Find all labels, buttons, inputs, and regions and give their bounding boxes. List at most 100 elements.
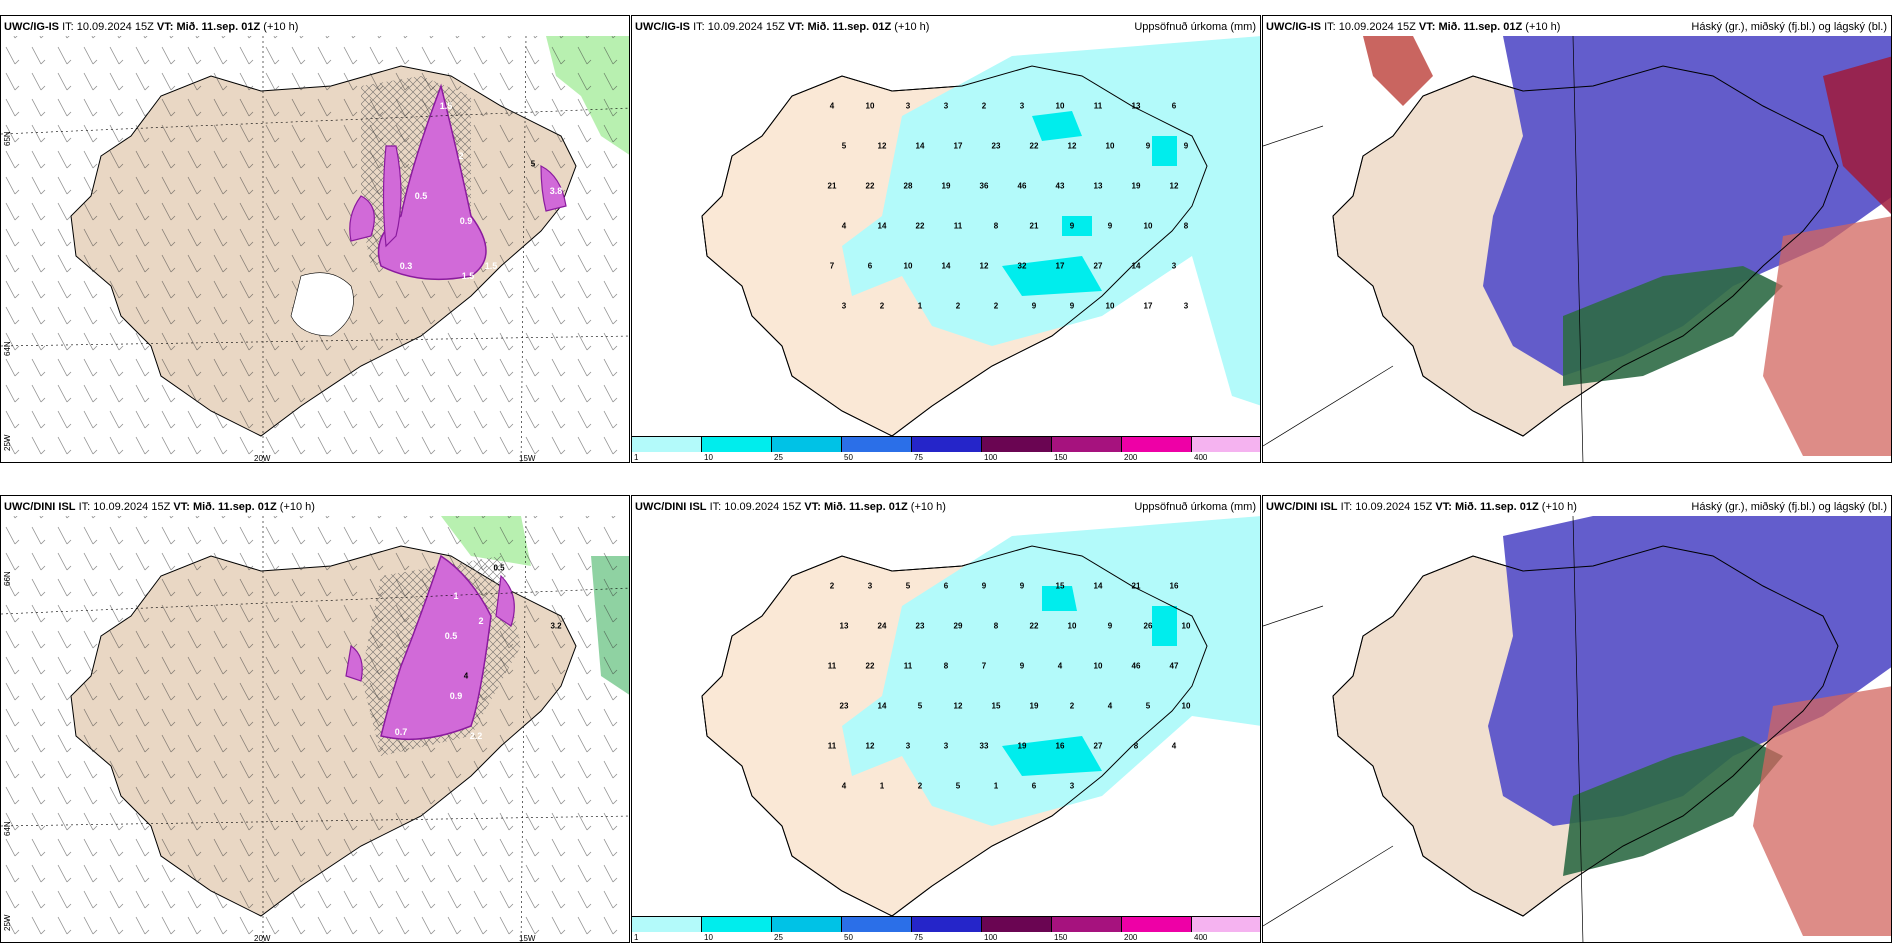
colorbar-swatch xyxy=(1192,916,1260,932)
precip-title: Uppsöfnuð úrkoma (mm) xyxy=(1134,21,1256,33)
precip-value: 2 xyxy=(829,581,835,591)
precip-value: 8 xyxy=(1133,741,1139,751)
precip-value: 11 xyxy=(827,661,837,671)
precip-value: 10 xyxy=(1067,621,1077,631)
precip-value: 27 xyxy=(1093,261,1103,271)
colorbar-tick: 75 xyxy=(914,933,923,942)
snow-value: 0.3 xyxy=(399,261,413,271)
precip-value: 26 xyxy=(1143,621,1153,631)
precip-value: 10 xyxy=(865,101,875,111)
precip-value: 2 xyxy=(993,301,999,311)
precip-value: 5 xyxy=(1145,701,1151,711)
precip-value: 6 xyxy=(1031,781,1037,791)
precip-value: 9 xyxy=(1107,221,1113,231)
snow-value: 0.5 xyxy=(493,563,505,573)
precip-panel-top: UWC/IG-IS IT: 10.09.2024 15Z VT: Mið. 11… xyxy=(631,15,1261,463)
precip-value: 19 xyxy=(941,181,951,191)
precip-value: 11 xyxy=(827,741,837,751)
snow-value: 2 xyxy=(458,151,464,161)
precip-value: 22 xyxy=(1029,141,1039,151)
precip-title: Uppsöfnuð úrkoma (mm) xyxy=(1134,501,1256,513)
precip-value: 19 xyxy=(1017,741,1027,751)
precip-value: 10 xyxy=(1105,141,1115,151)
precip-value: 28 xyxy=(903,181,913,191)
precip-value: 3 xyxy=(867,581,873,591)
colorbar-swatch xyxy=(1052,436,1122,452)
precip-value: 23 xyxy=(839,701,849,711)
colorbar-swatch xyxy=(632,916,702,932)
precip-value: 4 xyxy=(829,101,835,111)
precip-value: 12 xyxy=(979,261,989,271)
precip-value: 11 xyxy=(1093,101,1103,111)
colorbar-tick: 1 xyxy=(634,933,639,942)
precip-value: 22 xyxy=(915,221,925,231)
precip-value: 9 xyxy=(1183,141,1189,151)
precip-value: 9 xyxy=(1019,661,1025,671)
precip-value: 1 xyxy=(917,301,923,311)
lat-label: 64N xyxy=(3,341,12,356)
precip-value: 27 xyxy=(1093,741,1103,751)
precip-value: 6 xyxy=(943,581,949,591)
precip-value: 33 xyxy=(979,741,989,751)
snow-value: 1.5 xyxy=(439,101,453,111)
precip-value: 22 xyxy=(865,661,875,671)
precip-value: 4 xyxy=(1107,701,1113,711)
snow-value: 0.5 xyxy=(414,191,428,201)
precip-value: 5 xyxy=(955,781,961,791)
colorbar: 1 10 25 50 75 100 150 200 400 xyxy=(632,436,1260,462)
lat-label: 65N xyxy=(3,131,12,146)
precip-value: 8 xyxy=(1183,221,1189,231)
precip-value: 9 xyxy=(1019,581,1025,591)
precip-value: 5 xyxy=(917,701,923,711)
precip-value: 12 xyxy=(1169,181,1179,191)
precip-value: 12 xyxy=(877,141,887,151)
colorbar-tick: 10 xyxy=(704,453,713,462)
snow-value: 2.2 xyxy=(469,731,483,741)
precip-value: 19 xyxy=(1131,181,1141,191)
precip-value: 12 xyxy=(1067,141,1077,151)
precip-value: 12 xyxy=(953,701,963,711)
colorbar-tick: 50 xyxy=(844,933,853,942)
colorbar-tick: 150 xyxy=(1054,453,1068,462)
colorbar-swatch xyxy=(702,436,772,452)
precip-value: 1 xyxy=(993,781,999,791)
precip-value: 5 xyxy=(841,141,847,151)
snow-value: 5 xyxy=(530,159,536,169)
precip-value: 2 xyxy=(955,301,961,311)
precip-value: 2 xyxy=(879,301,885,311)
colorbar-tick: 150 xyxy=(1054,933,1068,942)
precip-value: 46 xyxy=(1131,661,1141,671)
colorbar-tick: 50 xyxy=(844,453,853,462)
precip-value: 8 xyxy=(993,221,999,231)
precip-value: 10 xyxy=(1143,221,1153,231)
colorbar-tick: 10 xyxy=(704,933,713,942)
snow-value: 0.7 xyxy=(394,727,408,737)
precip-value: 10 xyxy=(1055,101,1065,111)
precip-value: 14 xyxy=(1131,261,1141,271)
precip-value: 32 xyxy=(1017,261,1027,271)
colorbar-swatch xyxy=(1122,916,1192,932)
colorbar-tick: 200 xyxy=(1124,453,1138,462)
cloud-panel-top: UWC/IG-IS IT: 10.09.2024 15Z VT: Mið. 11… xyxy=(1262,15,1892,463)
lat-label: 66N xyxy=(3,571,12,586)
panel-title: UWC/IG-IS IT: 10.09.2024 15Z VT: Mið. 11… xyxy=(1266,21,1561,33)
colorbar-tick: 75 xyxy=(914,453,923,462)
cloud-title: Háský (gr.), miðský (fj.bl.) og lágský (… xyxy=(1691,21,1887,33)
colorbar: 1 10 25 50 75 100 150 200 400 xyxy=(632,916,1260,942)
precip-value: 10 xyxy=(1093,661,1103,671)
precip-value: 43 xyxy=(1055,181,1065,191)
wind-snow-panel-top: UWC/IG-IS IT: 10.09.2024 15Z VT: Mið. 11… xyxy=(0,15,630,463)
snow-value: 1 xyxy=(453,591,459,601)
precip-value: 19 xyxy=(1029,701,1039,711)
panel-title: UWC/DINI ISL IT: 10.09.2024 15Z VT: Mið.… xyxy=(635,501,946,513)
precip-value: 2 xyxy=(981,101,987,111)
precip-panel-bottom: UWC/DINI ISL IT: 10.09.2024 15Z VT: Mið.… xyxy=(631,495,1261,943)
precip-value: 6 xyxy=(867,261,873,271)
lat-label: 64N xyxy=(3,821,12,836)
precip-value: 46 xyxy=(1017,181,1027,191)
precip-value: 21 xyxy=(1131,581,1141,591)
precip-value: 13 xyxy=(839,621,849,631)
precip-value: 14 xyxy=(877,701,887,711)
precip-value: 9 xyxy=(1031,301,1037,311)
colorbar-swatch xyxy=(772,916,842,932)
